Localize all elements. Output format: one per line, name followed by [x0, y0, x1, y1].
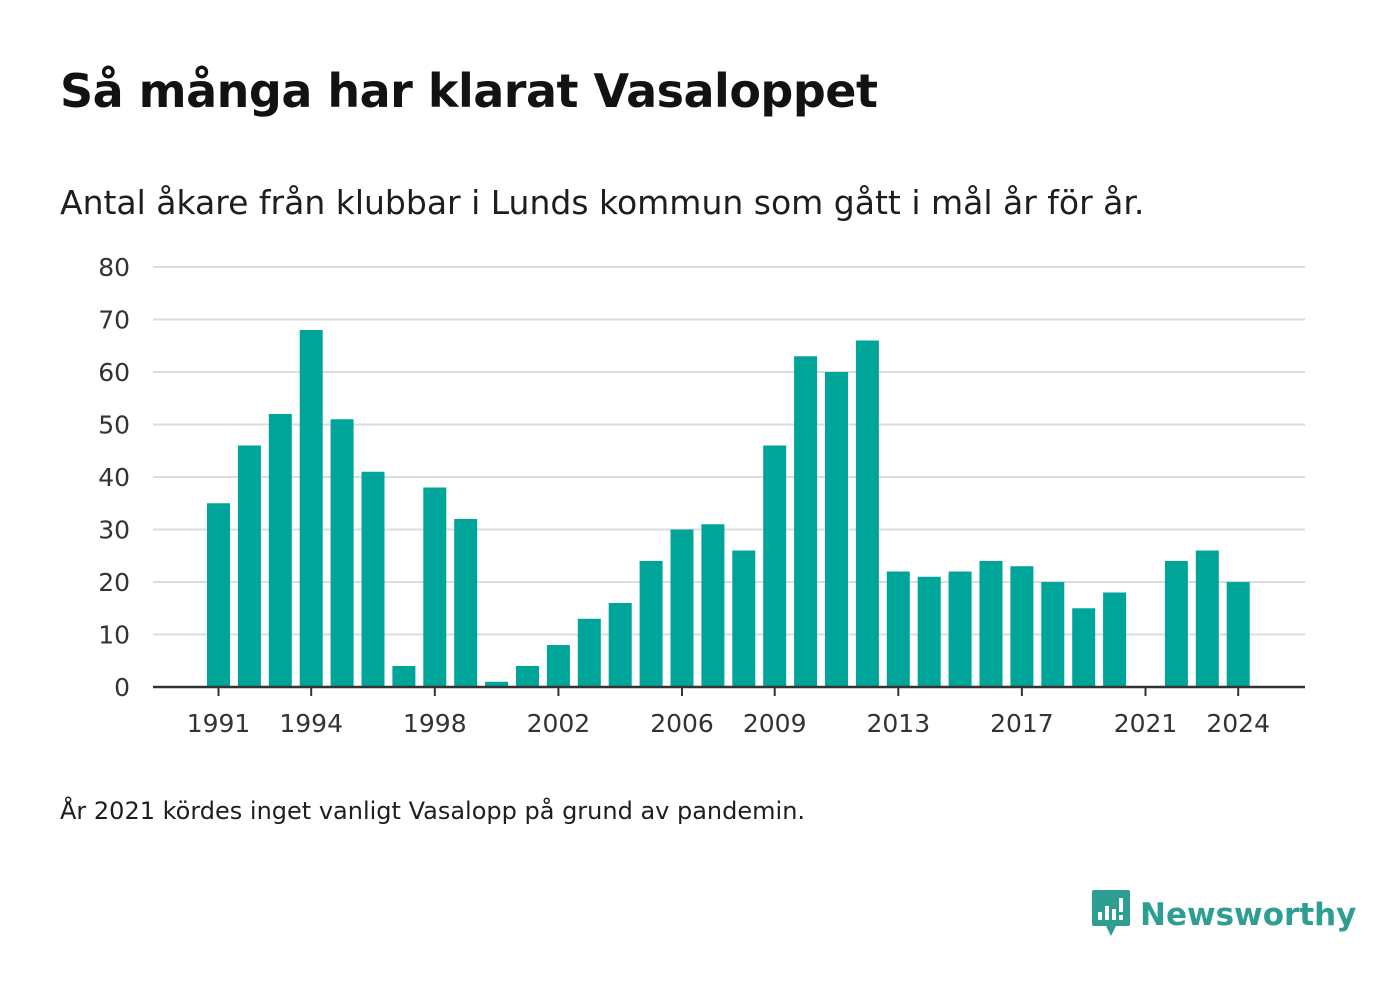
y-tick-label: 50 — [98, 411, 130, 440]
newsworthy-logo-icon — [1090, 888, 1132, 942]
bar — [763, 445, 787, 687]
bar — [1041, 582, 1065, 687]
y-axis-tick-labels: 0 10 20 30 40 50 60 70 80 — [98, 253, 130, 702]
y-tick-label: 0 — [114, 673, 130, 702]
bar — [1164, 561, 1188, 687]
x-tick-label: 1994 — [279, 709, 343, 738]
gridlines — [153, 266, 1305, 636]
bar — [1072, 608, 1096, 687]
bar — [1195, 550, 1219, 687]
bar — [485, 681, 509, 687]
bar — [516, 666, 539, 687]
bar — [701, 524, 725, 687]
bar — [886, 571, 910, 687]
bar — [639, 561, 663, 687]
y-tick-label: 70 — [98, 306, 130, 335]
bar — [237, 445, 261, 687]
x-tick-label: 2002 — [527, 709, 591, 738]
chart-subtitle: Antal åkare från klubbar i Lunds kommun … — [60, 183, 1145, 222]
y-tick-label: 80 — [98, 253, 130, 282]
x-tick-label: 1991 — [187, 709, 251, 738]
y-tick-label: 10 — [98, 621, 130, 650]
bar — [330, 419, 354, 687]
bar — [825, 372, 848, 687]
bar — [207, 503, 230, 687]
bar — [268, 414, 292, 687]
bar — [608, 603, 632, 687]
bar — [546, 645, 570, 687]
y-tick-label: 30 — [98, 516, 130, 545]
bar — [670, 529, 694, 687]
bars — [207, 330, 1250, 687]
bar — [299, 330, 323, 687]
x-tick-label: 1998 — [403, 709, 467, 738]
brand-logo: Newsworthy — [1090, 888, 1356, 942]
bar — [732, 550, 756, 687]
bar — [1226, 582, 1250, 687]
bar-chart: 0 10 20 30 40 50 60 70 80 1991 1994 1998 2002 2006 20… — [98, 253, 1305, 738]
brand-name: Newsworthy — [1140, 897, 1357, 933]
bar — [917, 576, 941, 687]
x-tick-label: 2013 — [866, 709, 930, 738]
bar — [855, 340, 879, 687]
bar — [423, 487, 447, 687]
x-tick-label: 2009 — [743, 709, 807, 738]
y-tick-label: 20 — [98, 568, 130, 597]
x-tick-label: 2021 — [1114, 709, 1178, 738]
y-tick-label: 40 — [98, 463, 130, 492]
x-tick-label: 2006 — [650, 709, 714, 738]
y-tick-label: 60 — [98, 358, 130, 387]
bar — [392, 666, 416, 687]
bar — [1103, 592, 1127, 687]
bar — [794, 356, 818, 687]
footnote: År 2021 kördes inget vanligt Vasalopp på… — [60, 797, 806, 825]
bar — [979, 561, 1003, 687]
x-axis: 1991 1994 1998 2002 2006 2009 2013 2017 2021 2024 — [153, 685, 1305, 738]
chart-title: Så många har klarat Vasaloppet — [60, 64, 878, 118]
bar — [454, 519, 478, 687]
bar — [948, 571, 972, 687]
bar — [577, 618, 601, 687]
bar — [361, 471, 385, 687]
x-tick-label: 2017 — [990, 709, 1054, 738]
x-tick-label: 2024 — [1206, 709, 1270, 738]
bar — [1010, 566, 1034, 687]
